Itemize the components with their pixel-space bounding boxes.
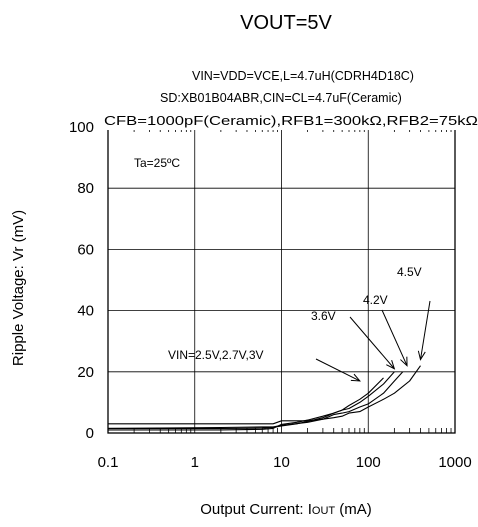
annotation-leader [315,358,361,382]
annotation-leader [419,300,431,360]
y-axis-label: Ripple Voltage: Vr (mV) [10,210,27,366]
annotation-arrowhead [400,356,408,367]
condition-line-1: VIN=VDD=VCE,L=4.7uH(CDRH4D18C) [192,69,414,83]
annotation-arrowhead [350,373,361,382]
series-line-1 [108,377,384,429]
ambient-temperature-label: Ta=25ºC [134,156,180,170]
chart-title: VOUT=5V [240,12,332,34]
x-tick-label: 100 [356,454,381,471]
annotation-leader [349,316,395,370]
condition-line-2: SD:XB01B04ABR,CIN=CL=4.7uF(Ceramic) [160,91,402,105]
x-tick-label: 1 [191,454,199,471]
x-tick-label: 0.1 [98,454,119,471]
series-line-4 [108,365,421,429]
x-tick-label: 10 [273,454,290,471]
series-line-3 [108,371,404,425]
x-tick-label: 1000 [438,454,471,471]
y-tick-label: 0 [86,425,94,442]
annotation-arrowhead [386,360,396,370]
y-tick-label: 80 [77,180,94,197]
y-tick-label: 40 [77,303,94,320]
annotation-label: 4.5V [397,265,422,279]
series-line-2 [108,371,395,431]
y-tick-label: 60 [77,241,94,258]
annotation-label: 4.2V [363,293,388,307]
x-axis-label: Output Current: IOUT (mA) [200,501,372,518]
annotation-label: 3.6V [311,309,336,323]
condition-line-3: CFB=1000pF(Ceramic),RFB1=300kΩ,RFB2=75kΩ [104,114,478,128]
annotation-arrowhead [417,350,426,361]
y-tick-label: 100 [69,119,94,136]
y-tick-label: 20 [77,364,94,381]
conditions-backdrop [100,116,478,130]
annotation-leader [381,309,408,366]
annotation-label: VIN=2.5V,2.7V,3V [168,348,264,362]
